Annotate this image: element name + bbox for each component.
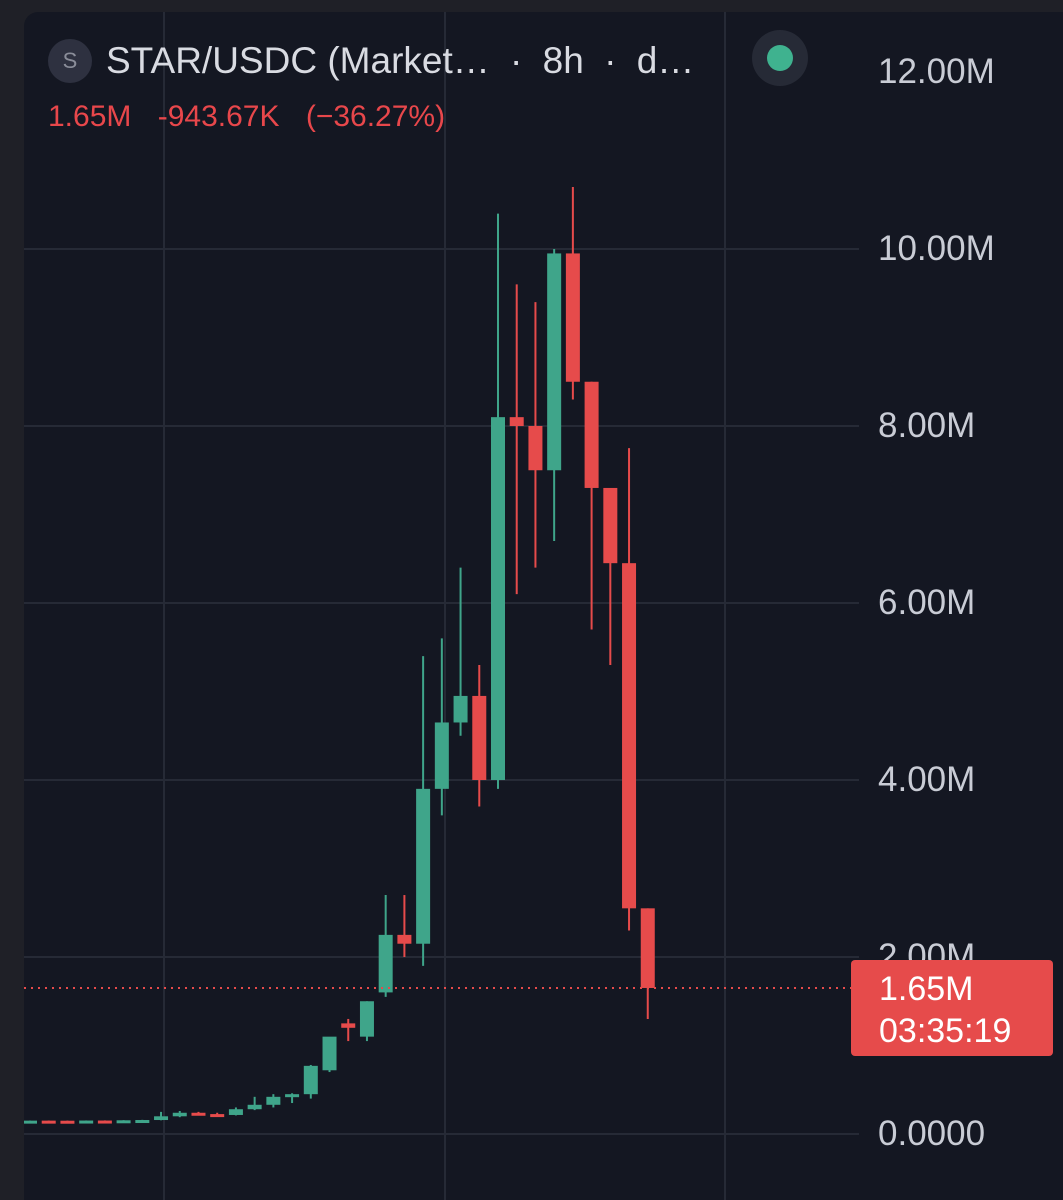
last-price: 1.65M — [48, 100, 132, 133]
candle-body — [322, 1036, 337, 1071]
candle-body — [547, 253, 562, 471]
price-axis-label: 0.0000 — [878, 1114, 986, 1153]
candle-body — [247, 1104, 262, 1110]
candle-body — [434, 722, 449, 789]
candle-body — [191, 1112, 206, 1116]
candle-body — [60, 1120, 75, 1124]
symbol-icon[interactable]: S — [48, 39, 92, 83]
chart-panel — [24, 12, 1063, 1200]
candle-body — [416, 788, 431, 944]
price-axis-label: 10.00M — [878, 229, 995, 268]
change-absolute: -943.67K — [157, 100, 280, 133]
pair-label: STAR/USDC — [106, 40, 318, 81]
candle-body — [472, 695, 487, 780]
candle-body — [491, 417, 505, 780]
current-price-label: 1.65M — [879, 970, 974, 1008]
candle-body — [41, 1120, 56, 1124]
candle-body — [397, 934, 412, 944]
candle-body — [528, 426, 543, 471]
candle-body — [303, 1065, 318, 1095]
candle-body — [509, 417, 524, 426]
title-separator: · — [510, 40, 523, 81]
candle-body — [341, 1023, 356, 1028]
candle-body — [24, 1120, 37, 1124]
candle-body — [453, 695, 468, 723]
candle-body — [228, 1109, 243, 1115]
candle-body — [79, 1120, 94, 1124]
title-separator: · — [604, 40, 617, 81]
interval-label: 8h — [542, 40, 584, 81]
price-axis-label: 8.00M — [878, 406, 976, 445]
candle-body — [97, 1120, 112, 1124]
symbol-title[interactable]: STAR/USDC (Market… · 8h · d… — [106, 40, 694, 82]
candle-body — [116, 1120, 131, 1124]
candle-body — [359, 1001, 374, 1037]
price-axis-label: 4.00M — [878, 760, 976, 799]
exchange-label: d… — [636, 40, 695, 81]
current-price-tag: 1.65M 03:35:19 — [851, 960, 1053, 1056]
candle-body — [640, 908, 655, 988]
price-change-line: 1.65M -943.67K (−36.27%) — [48, 100, 463, 134]
market-open-dot-icon — [767, 45, 793, 71]
candle-body — [378, 934, 393, 993]
price-axis-label: 12.00M — [878, 52, 995, 91]
candle-body — [266, 1096, 281, 1105]
candle-body — [584, 381, 599, 488]
candle-body — [285, 1094, 300, 1098]
pair-suffix: (Market… — [327, 40, 490, 81]
candle-body — [603, 487, 618, 564]
price-axis-label: 6.00M — [878, 583, 976, 622]
candlestick-chart[interactable] — [24, 12, 1063, 1200]
candle-body — [210, 1114, 225, 1118]
change-percent: (−36.27%) — [305, 100, 446, 133]
candle-body — [622, 563, 637, 909]
candle-body — [565, 253, 580, 382]
candle-body — [135, 1120, 150, 1124]
candle-body — [154, 1116, 169, 1121]
candle-body — [172, 1112, 187, 1117]
candle-countdown: 03:35:19 — [879, 1012, 1012, 1050]
market-status-button[interactable] — [752, 30, 808, 86]
chart-header: S STAR/USDC (Market… · 8h · d… — [48, 38, 694, 84]
